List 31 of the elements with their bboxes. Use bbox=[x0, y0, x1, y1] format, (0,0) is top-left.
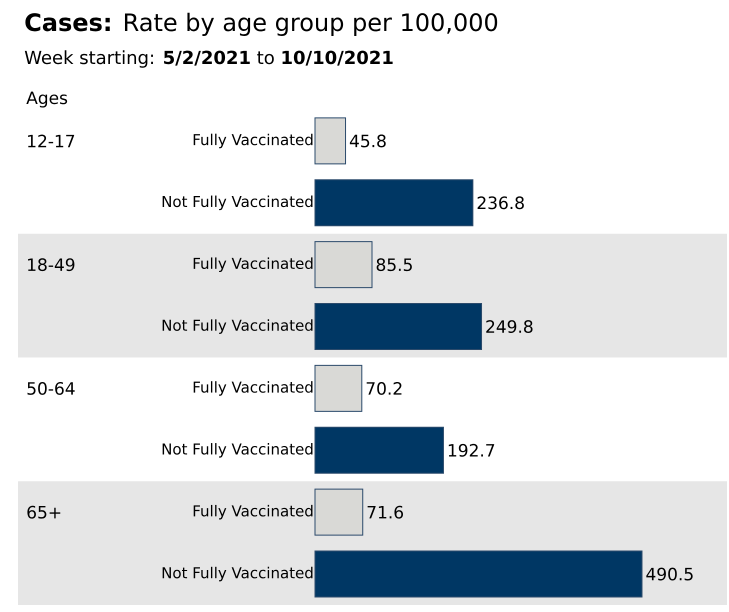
text: Fully Vaccinated bbox=[194, 381, 312, 396]
bar bbox=[314, 364, 362, 412]
data-label: 490.5 bbox=[646, 568, 693, 580]
bar bbox=[314, 488, 364, 536]
data-label: 45.8 bbox=[350, 134, 386, 148]
chart-subtitle: Week starting: 5/2/2021 to 10/10/2021 bbox=[24, 50, 393, 68]
data-label: 71.6 bbox=[368, 506, 403, 519]
bar bbox=[314, 550, 642, 598]
y-tick-label: 12-17 bbox=[28, 134, 74, 148]
data-label: 249.8 bbox=[486, 320, 533, 333]
text: Not Fully Vaccinated bbox=[162, 566, 312, 582]
bar bbox=[314, 179, 474, 226]
data-label: 85.5 bbox=[376, 258, 412, 272]
text: Fully Vaccinated bbox=[194, 504, 312, 520]
data-label: 236.8 bbox=[478, 196, 524, 210]
text: Not Fully Vaccinated bbox=[162, 319, 312, 334]
data-label: 192.7 bbox=[448, 444, 494, 457]
y-tick-label: 65+ bbox=[27, 506, 60, 519]
series-label: Not Fully Vaccinated bbox=[162, 196, 312, 210]
bar bbox=[314, 241, 372, 288]
bar bbox=[314, 426, 444, 474]
y-tick-label: 50-64 bbox=[28, 382, 75, 395]
bar bbox=[314, 117, 346, 164]
y-tick-label: 18-49 bbox=[28, 258, 74, 272]
bar bbox=[314, 303, 482, 350]
text: Not Fully Vaccinated bbox=[162, 443, 312, 458]
text: Fully Vaccinated bbox=[194, 257, 312, 272]
y-axis-title: Ages bbox=[26, 92, 68, 108]
series-label: Fully Vaccinated bbox=[194, 134, 312, 148]
data-label: 70.2 bbox=[366, 382, 402, 395]
chart-title: Cases: Rate by age group per 100,000 bbox=[25, 12, 498, 36]
